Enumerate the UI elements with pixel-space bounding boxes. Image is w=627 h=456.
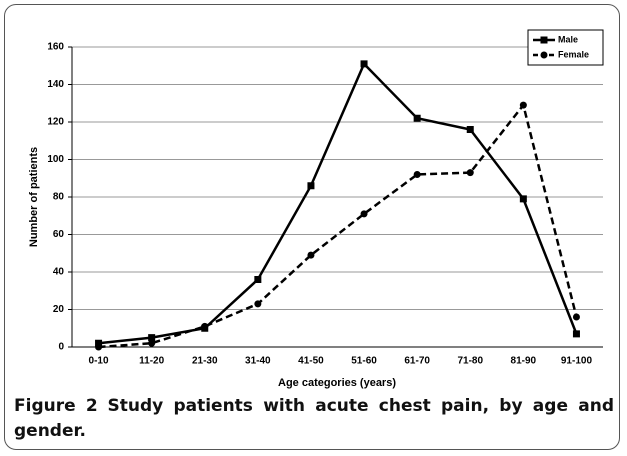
point — [413, 171, 421, 178]
point — [572, 313, 580, 321]
point — [254, 276, 262, 283]
y-tick-label: 160 — [47, 42, 64, 53]
y-tick-label: 80 — [53, 192, 65, 203]
y-tick-label: 0 — [58, 342, 64, 353]
x-tick-label: 61-70 — [404, 356, 430, 367]
x-tick-label: 21-30 — [192, 356, 218, 367]
y-tick-label: 20 — [53, 304, 65, 315]
x-tick-label: 51-60 — [351, 356, 377, 367]
legend-label: Female — [558, 49, 589, 59]
x-tick-label: 81-90 — [511, 356, 537, 367]
x-tick-label: 11-20 — [139, 356, 164, 367]
point — [519, 101, 527, 109]
y-tick-label: 140 — [47, 79, 64, 90]
y-tick-label: 40 — [53, 267, 65, 278]
x-tick-label: 0-10 — [89, 356, 109, 367]
y-tick-label: 60 — [53, 229, 65, 240]
series-line — [98, 102, 578, 349]
point — [148, 339, 156, 347]
figure-label: Figure 2 — [14, 396, 98, 416]
series-line — [98, 61, 578, 345]
caption: Figure 2 Study patients with acute chest… — [14, 394, 614, 444]
point — [360, 210, 368, 218]
y-tick-label: 120 — [47, 117, 64, 128]
legend-label: Male — [558, 34, 578, 44]
x-tick-label: 41-50 — [298, 356, 324, 367]
x-tick-label: 31-40 — [245, 356, 271, 367]
point — [201, 322, 209, 330]
point — [466, 126, 474, 133]
legend-box — [527, 29, 604, 66]
point — [254, 300, 262, 308]
y-tick-label: 100 — [47, 154, 64, 165]
point — [307, 251, 315, 259]
point — [413, 114, 421, 122]
chart: Number of patients Age categories (years… — [28, 29, 604, 389]
x-axis-label: Age categories (years) — [278, 377, 396, 389]
point — [307, 182, 315, 190]
legend-marker — [540, 36, 548, 44]
figure-frame — [4, 4, 620, 450]
point — [572, 330, 580, 338]
point — [519, 195, 527, 203]
point — [466, 169, 474, 177]
point — [95, 339, 103, 347]
point — [95, 343, 103, 351]
x-tick-label: 91-100 — [561, 356, 593, 367]
legend-marker — [540, 51, 548, 59]
x-tick-label: 71-80 — [457, 356, 483, 367]
chart-title: Study patients with acute chest pain, by… — [14, 396, 614, 441]
point — [360, 60, 368, 68]
point — [148, 334, 156, 342]
y-axis-label: Number of patients — [28, 147, 40, 247]
